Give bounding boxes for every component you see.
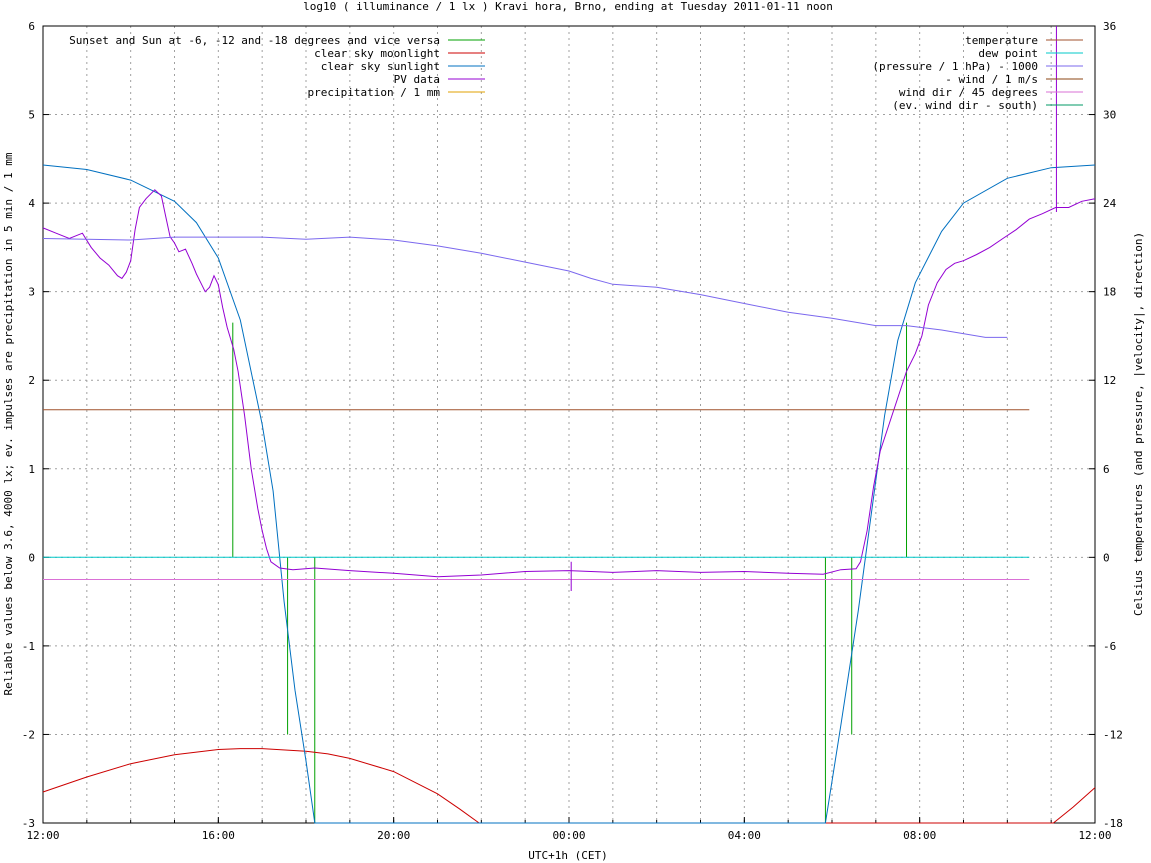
legend-right-label: wind dir / 45 degrees (899, 86, 1038, 99)
y-tick-label: 0 (28, 551, 35, 564)
ticks: 12:00 16:00 20:00 00:00 04:00 08:00 12:00-3-2-… (22, 20, 1123, 842)
legend-left-label: clear sky sunlight (321, 60, 440, 73)
x-tick-label: 16:00 (202, 829, 235, 842)
x-tick-label: 20:00 (377, 829, 410, 842)
y2-tick-label: 0 (1103, 551, 1110, 564)
y-tick-label: 3 (28, 286, 35, 299)
x-axis-label: UTC+1h (CET) (528, 849, 607, 862)
series-clear-sky-sunlight-line (42, 164, 1096, 824)
y2-tick-label: 30 (1103, 109, 1116, 122)
plot-frame (42, 25, 1096, 824)
legend-right-label: (ev. wind dir - south) (892, 99, 1038, 112)
y2-tick-label: -18 (1103, 817, 1123, 830)
legend: Sunset and Sun at -6, -12 and -18 degree… (69, 34, 1083, 112)
series-group (42, 26, 1096, 824)
x-tick-label: 12:00 (1078, 829, 1111, 842)
y-tick-label: 4 (28, 197, 35, 210)
y2-axis-label: Celsius temperatures (and pressure, |vel… (1132, 232, 1145, 616)
y-tick-label: 2 (28, 374, 35, 387)
y2-tick-label: -12 (1103, 728, 1123, 741)
y-tick-label: 5 (28, 109, 35, 122)
y2-tick-label: 18 (1103, 286, 1116, 299)
y-tick-label: 6 (28, 20, 35, 33)
y2-tick-label: 36 (1103, 20, 1116, 33)
y-axis-label: Reliable values below 3.6, 4000 lx; ev. … (2, 152, 15, 695)
legend-right-label: - wind / 1 m/s (945, 73, 1038, 86)
y2-tick-label: 6 (1103, 463, 1110, 476)
y-tick-label: -1 (22, 640, 35, 653)
y2-tick-label: 24 (1103, 197, 1117, 210)
legend-left-label: clear sky moonlight (314, 47, 440, 60)
legend-left-label: PV data (394, 73, 440, 86)
series-pressure-1-hpa-1000-line (42, 236, 1008, 338)
x-tick-label: 12:00 (26, 829, 59, 842)
y2-tick-label: -6 (1103, 640, 1116, 653)
legend-right-label: temperature (965, 34, 1038, 47)
y-tick-label: -3 (22, 817, 35, 830)
legend-right-label: (pressure / 1 hPa) - 1000 (872, 60, 1038, 73)
y-tick-label: 1 (28, 463, 35, 476)
x-tick-label: 00:00 (552, 829, 585, 842)
x-tick-label: 08:00 (903, 829, 936, 842)
legend-right-label: dew point (978, 47, 1038, 60)
chart-title: log10 ( illuminance / 1 lx ) Kravi hora,… (303, 0, 833, 13)
y-tick-label: -2 (22, 728, 35, 741)
grid (43, 26, 1095, 823)
x-tick-label: 04:00 (728, 829, 761, 842)
legend-left-label: Sunset and Sun at -6, -12 and -18 degree… (69, 34, 440, 47)
legend-left-label: precipitation / 1 mm (308, 86, 441, 99)
y2-tick-label: 12 (1103, 374, 1116, 387)
series-pv-data-line (42, 189, 1096, 578)
